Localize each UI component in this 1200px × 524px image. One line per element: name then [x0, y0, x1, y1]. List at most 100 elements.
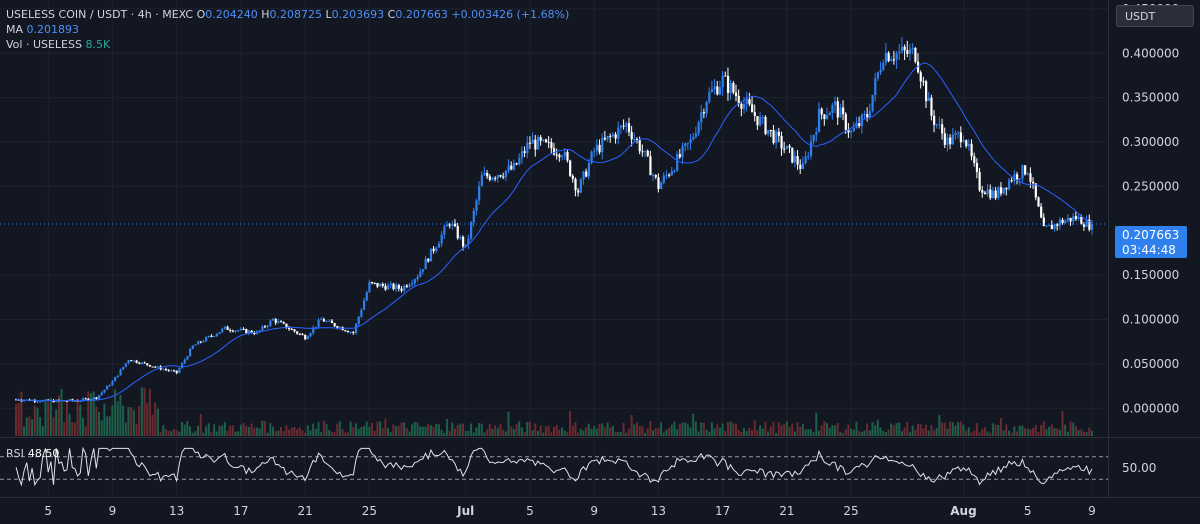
ma-legend[interactable]: MA 0.201893	[6, 23, 79, 37]
candle-body	[154, 366, 157, 368]
candle-body	[1056, 224, 1059, 226]
candle-body	[389, 283, 392, 286]
candle-body	[1085, 219, 1088, 227]
candle-body	[577, 190, 580, 193]
candle-body	[983, 192, 987, 195]
candle-body	[397, 284, 400, 289]
candle-body	[991, 190, 995, 199]
volume-bar	[799, 426, 802, 436]
candle-body	[593, 150, 596, 152]
candle-body	[550, 142, 553, 149]
currency-selector[interactable]: USDT	[1116, 5, 1194, 27]
volume-bar	[92, 391, 95, 436]
volume-bar	[665, 429, 668, 436]
volume-bar	[381, 428, 384, 436]
volume-bar	[124, 422, 127, 436]
volume-bar	[759, 425, 762, 436]
candle-body	[716, 86, 719, 95]
candle-body	[544, 139, 548, 143]
candle-body	[946, 137, 949, 145]
candle-body	[456, 226, 459, 239]
candle-body	[119, 369, 122, 376]
volume-bar	[111, 405, 114, 436]
symbol-title[interactable]: USELESS COIN / USDT · 4h · MEXC	[6, 8, 194, 21]
volume-legend[interactable]: Vol · USELESS 8.5K	[6, 38, 110, 52]
volume-label: Vol · USELESS	[6, 38, 82, 51]
candle-body	[84, 398, 87, 400]
high-label: H	[261, 8, 270, 21]
volume-bar	[871, 422, 874, 436]
volume-bar	[274, 431, 277, 436]
volume-bar	[922, 428, 925, 436]
volume-bar	[553, 427, 555, 436]
volume-bar	[895, 423, 898, 436]
candle-body	[914, 47, 917, 62]
candle-body	[724, 75, 727, 77]
time-tick-label: 9	[1088, 504, 1096, 518]
volume-bar	[440, 429, 443, 436]
candle-body	[333, 323, 336, 327]
volume-bar	[456, 425, 459, 436]
candle-body	[255, 331, 259, 334]
candle-body	[135, 360, 138, 363]
candle-body	[330, 320, 334, 324]
candle-body	[33, 400, 36, 402]
volume-bar	[89, 393, 92, 436]
volume-bar	[98, 411, 101, 436]
candle-body	[213, 336, 216, 338]
volume-bar	[15, 404, 18, 436]
volume-bar	[448, 430, 451, 436]
volume-bar	[421, 426, 424, 436]
candle-body	[445, 224, 449, 227]
candle-body	[903, 46, 906, 51]
volume-bar	[172, 429, 175, 436]
candle-body	[467, 238, 470, 245]
volume-bar	[52, 417, 55, 436]
candle-body	[245, 329, 248, 334]
volume-bar	[718, 427, 721, 436]
volume-bar	[515, 424, 518, 436]
volume-bar	[373, 431, 376, 436]
candle-body	[587, 163, 590, 177]
candle-body	[938, 124, 941, 126]
candle-body	[199, 341, 202, 343]
candle-body	[831, 104, 834, 113]
candle-body	[175, 370, 178, 373]
candle-body	[191, 345, 194, 349]
candle-body	[668, 174, 671, 176]
volume-bar	[223, 421, 226, 436]
candle-body	[823, 114, 826, 119]
volume-bar	[1085, 432, 1088, 436]
candle-body	[601, 137, 604, 153]
candle-body	[138, 362, 141, 364]
candle-body	[925, 81, 928, 102]
rsi-legend[interactable]: RSI 48.50	[6, 447, 59, 460]
volume-bar	[863, 430, 866, 436]
volume-bar	[397, 425, 400, 436]
volume-bar	[721, 423, 724, 436]
candle-body	[71, 399, 74, 401]
candle-body	[780, 135, 783, 149]
volume-bar	[138, 405, 141, 436]
volume-bar	[400, 422, 403, 436]
volume-bar	[159, 431, 162, 436]
volume-bar	[855, 421, 858, 436]
candle-body	[453, 223, 457, 227]
candle-body	[574, 178, 577, 191]
volume-bar	[453, 428, 456, 436]
candle-body	[405, 285, 409, 287]
candle-body	[611, 134, 615, 137]
candle-body	[306, 336, 309, 340]
candle-body	[702, 112, 706, 114]
volume-bar	[831, 425, 834, 436]
volume-bar	[55, 409, 58, 436]
volume-bar	[652, 430, 655, 436]
volume-bar	[328, 429, 331, 436]
volume-bar	[949, 421, 952, 436]
volume-bar	[199, 413, 202, 436]
candle-body	[408, 284, 411, 287]
candle-body	[231, 330, 235, 332]
volume-bar	[395, 426, 398, 436]
